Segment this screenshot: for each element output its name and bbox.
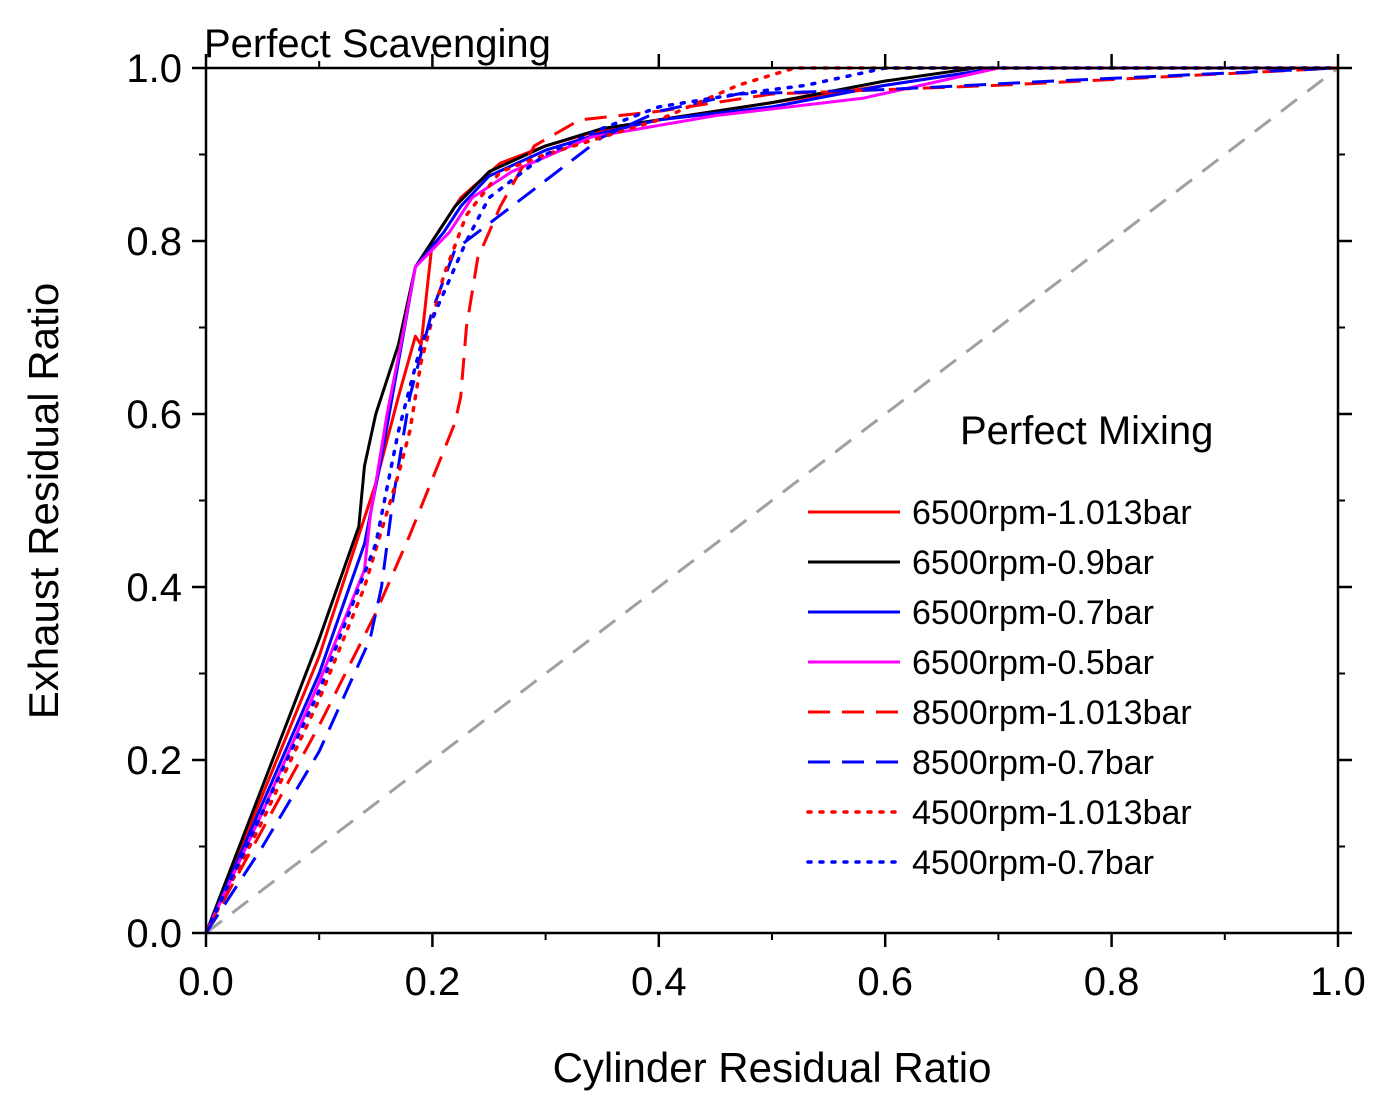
legend-label-6500rpm-0.9bar: 6500rpm-0.9bar	[912, 544, 1154, 582]
tick-layer: 0.0 0.2 0.4 0.6 0.8 1.0 0.0 0.2 0.4 0.6 0.8 1.0	[126, 47, 1365, 1004]
x-tick-label: 0.2	[405, 960, 461, 1004]
x-tick-label: 0.0	[178, 960, 234, 1004]
series-line-6500rpm-0.9bar	[204, 66, 1338, 934]
series-line-6500rpm-0.7bar	[204, 66, 1338, 934]
y-tick-label: 0.0	[126, 912, 182, 956]
perfect-mixing-label: Perfect Mixing	[960, 409, 1213, 453]
x-axis-title: Cylinder Residual Ratio	[553, 1044, 992, 1091]
legend: 6500rpm-1.013bar 6500rpm-0.9bar 6500rpm-0.…	[806, 494, 1192, 882]
legend-label-8500rpm-1.013bar: 8500rpm-1.013bar	[912, 694, 1192, 732]
y-tick-label: 0.4	[126, 566, 182, 610]
y-tick-label: 0.8	[126, 220, 182, 264]
legend-label-6500rpm-0.5bar: 6500rpm-0.5bar	[912, 644, 1154, 682]
series-line-4500rpm-1.013bar	[204, 66, 1340, 935]
perfect-scavenging-label: Perfect Scavenging	[204, 22, 551, 66]
series-line-6500rpm-0.5bar	[204, 66, 1338, 934]
reference-layer	[205, 66, 1339, 935]
legend-label-4500rpm-0.7bar: 4500rpm-0.7bar	[912, 844, 1154, 882]
legend-label-8500rpm-0.7bar: 8500rpm-0.7bar	[912, 744, 1154, 782]
perfect-mixing-line	[205, 66, 1339, 935]
x-tick-label: 0.8	[1084, 960, 1140, 1004]
legend-label-6500rpm-1.013bar: 6500rpm-1.013bar	[912, 494, 1192, 532]
legend-label-4500rpm-1.013bar: 4500rpm-1.013bar	[912, 794, 1192, 832]
x-tick-label: 1.0	[1310, 960, 1366, 1004]
y-tick-label: 0.2	[126, 739, 182, 783]
series-line-8500rpm-1.013bar	[204, 66, 1339, 934]
y-tick-label: 1.0	[126, 47, 182, 91]
y-axis-title: Exhaust Residual Ratio	[20, 283, 67, 720]
series-layer	[204, 66, 1340, 935]
legend-label-6500rpm-0.7bar: 6500rpm-0.7bar	[912, 594, 1154, 632]
y-tick-label: 0.6	[126, 393, 182, 437]
x-tick-label: 0.6	[857, 960, 913, 1004]
series-line-4500rpm-0.7bar	[204, 66, 1340, 935]
x-tick-label: 0.4	[631, 960, 687, 1004]
